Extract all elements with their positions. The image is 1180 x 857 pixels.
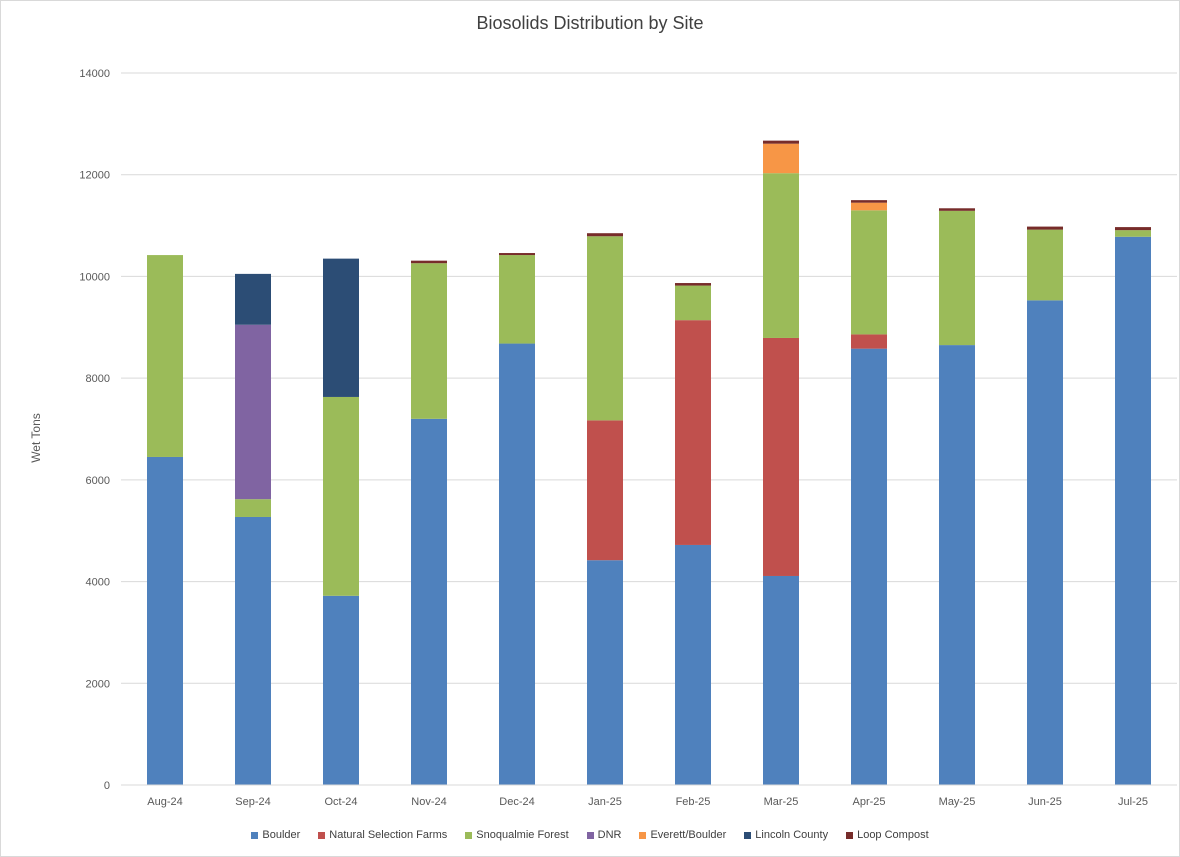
x-tick-label: Feb-25 xyxy=(676,796,711,808)
bar-segment-boulder xyxy=(323,595,359,785)
legend-swatch xyxy=(586,831,594,839)
x-tick-label: Oct-24 xyxy=(324,796,357,808)
bar-segment-snoqualmie-forest xyxy=(939,210,975,346)
legend-item: Loop Compost xyxy=(846,829,929,841)
bar-segment-dnr xyxy=(235,324,271,500)
x-tick-label: Sep-24 xyxy=(235,796,270,808)
bar-segment-snoqualmie-forest xyxy=(499,255,535,344)
bar-segment-boulder xyxy=(1027,300,1063,785)
legend-swatch xyxy=(744,831,752,839)
bar-segment-lincoln-county xyxy=(323,258,359,397)
bar-segment-natural-selection-farms xyxy=(851,334,887,349)
legend-swatch xyxy=(251,831,259,839)
bar-segment-snoqualmie-forest xyxy=(587,236,623,421)
bar-segment-boulder xyxy=(235,516,271,785)
legend-swatch xyxy=(318,831,326,839)
bar-segment-snoqualmie-forest xyxy=(1027,229,1063,301)
x-tick-label: Jul-25 xyxy=(1118,796,1148,808)
bar-segment-natural-selection-farms xyxy=(675,320,711,545)
legend-item: DNR xyxy=(586,829,622,841)
chart-title: Biosolids Distribution by Site xyxy=(476,13,704,33)
legend-label: Natural Selection Farms xyxy=(329,829,448,841)
bar-segment-natural-selection-farms xyxy=(587,420,623,561)
bar-segment-loop-compost xyxy=(851,200,887,203)
y-tick-label: 8000 xyxy=(86,373,110,385)
bar-segment-snoqualmie-forest xyxy=(1115,230,1151,237)
legend-label: Everett/Boulder xyxy=(650,829,727,841)
legend-item: Natural Selection Farms xyxy=(318,829,447,841)
bar-segment-snoqualmie-forest xyxy=(323,396,359,596)
y-tick-label: 0 xyxy=(104,780,110,792)
legend-label: Loop Compost xyxy=(857,829,929,841)
bar-segment-natural-selection-farms xyxy=(763,337,799,576)
x-tick-label: Jun-25 xyxy=(1028,796,1062,808)
y-tick-label: 2000 xyxy=(86,678,110,690)
legend-item: Everett/Boulder xyxy=(639,829,726,841)
bar-segment-loop-compost xyxy=(1027,226,1063,230)
x-tick-label: Dec-24 xyxy=(499,796,534,808)
bar-segment-snoqualmie-forest xyxy=(675,285,711,321)
legend-item: Boulder xyxy=(251,829,300,841)
bar-segment-boulder xyxy=(851,348,887,785)
bar-segment-loop-compost xyxy=(499,253,535,256)
x-tick-label: Nov-24 xyxy=(411,796,446,808)
x-tick-label: May-25 xyxy=(939,796,976,808)
legend-item: Lincoln County xyxy=(744,829,828,841)
y-tick-label: 10000 xyxy=(79,271,110,283)
bar-segment-snoqualmie-forest xyxy=(147,255,183,457)
x-tick-label: Apr-25 xyxy=(852,796,885,808)
bar-segment-snoqualmie-forest xyxy=(763,173,799,338)
legend-swatch xyxy=(846,831,854,839)
bar-segment-snoqualmie-forest xyxy=(235,499,271,517)
legend-swatch xyxy=(465,831,473,839)
bar-segment-boulder xyxy=(147,456,183,785)
bar-segment-boulder xyxy=(411,418,447,785)
bar-segment-snoqualmie-forest xyxy=(411,263,447,419)
bar-segment-boulder xyxy=(675,544,711,785)
bar-segment-everett-boulder xyxy=(763,143,799,174)
bar-segment-loop-compost xyxy=(763,140,799,144)
legend-label: DNR xyxy=(597,829,622,841)
bar-segment-snoqualmie-forest xyxy=(851,210,887,335)
y-tick-label: 6000 xyxy=(86,475,110,487)
bar-segment-boulder xyxy=(939,345,975,785)
bar-segment-everett-boulder xyxy=(851,202,887,211)
bar-segment-loop-compost xyxy=(411,260,447,264)
bar-segment-boulder xyxy=(499,343,535,785)
legend-swatch xyxy=(639,831,647,839)
bar-segment-boulder xyxy=(587,560,623,785)
legend-label: Snoqualmie Forest xyxy=(476,829,569,841)
bar-segment-boulder xyxy=(1115,236,1151,785)
bar-segment-lincoln-county xyxy=(235,273,271,325)
y-tick-label: 4000 xyxy=(86,577,110,589)
bar-segment-loop-compost xyxy=(1115,227,1151,231)
bar-segment-boulder xyxy=(763,575,799,785)
y-tick-label: 12000 xyxy=(79,170,110,182)
x-tick-label: Mar-25 xyxy=(764,796,799,808)
bar-segment-loop-compost xyxy=(587,233,623,237)
bar-segment-loop-compost xyxy=(939,208,975,211)
legend-item: Snoqualmie Forest xyxy=(465,829,569,841)
y-tick-label: 14000 xyxy=(79,68,110,80)
legend-label: Boulder xyxy=(262,829,301,841)
x-tick-label: Jan-25 xyxy=(588,796,622,808)
x-tick-label: Aug-24 xyxy=(147,796,182,808)
legend-label: Lincoln County xyxy=(755,829,829,841)
chart-legend: Boulder Natural Selection Farms Snoqualmie… xyxy=(1,829,1179,841)
bar-segment-loop-compost xyxy=(675,283,711,286)
